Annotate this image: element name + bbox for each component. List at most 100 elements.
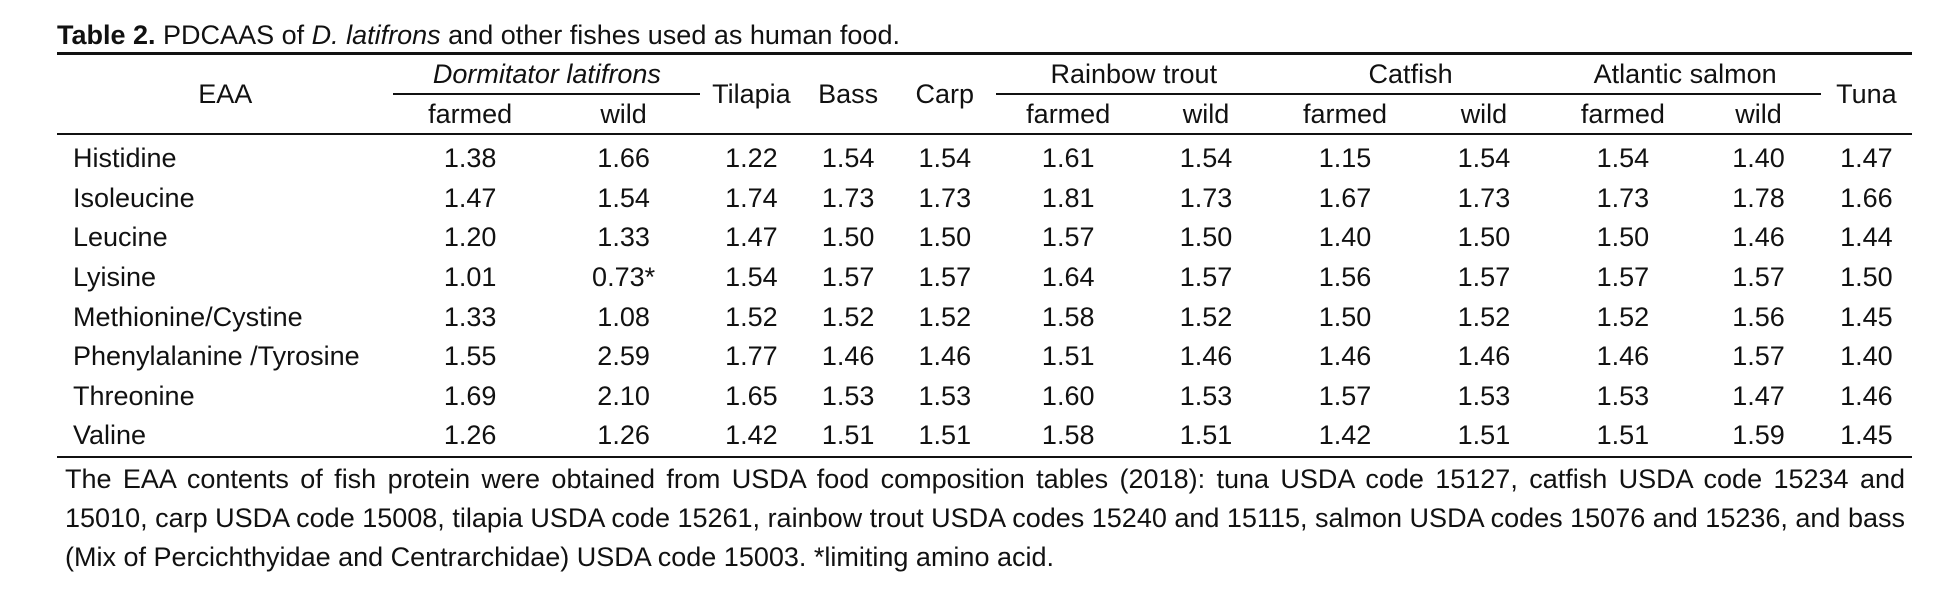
cell-d-farmed: 1.47 <box>443 182 497 213</box>
table-row: Leucine 1.20 1.33 1.47 1.50 1.50 1.57 1.50 1.40 1… <box>57 218 1912 258</box>
cell-rt-wild: 1.52 <box>1179 301 1233 332</box>
table-figure: Table 2. PDCAAS of D. latifrons and othe… <box>57 18 1912 577</box>
row-label: Isoleucine <box>73 182 195 213</box>
caption-text-before: PDCAAS of <box>155 20 312 50</box>
cell-d-wild: 0.73* <box>592 262 656 293</box>
cell-as-farmed: 1.73 <box>1596 182 1650 213</box>
cell-tilapia: 1.42 <box>725 420 778 451</box>
cell-as-wild: 1.57 <box>1732 341 1785 372</box>
table-caption: Table 2. PDCAAS of D. latifrons and othe… <box>57 18 1912 52</box>
cell-d-farmed: 1.55 <box>443 341 497 372</box>
row-label: Valine <box>73 420 147 451</box>
row-label: Histidine <box>57 133 394 179</box>
cell-rt-wild: 1.57 <box>1179 262 1233 293</box>
table-row: Isoleucine 1.47 1.54 1.74 1.73 1.73 1.81 1.73 1.… <box>57 179 1912 219</box>
table-row: Threonine 1.69 2.10 1.65 1.53 1.53 1.60 1.53 1.5… <box>57 377 1912 417</box>
cell-cf-farmed: 1.57 <box>1318 380 1372 411</box>
top-rule <box>57 52 1912 55</box>
cell-tilapia: 1.22 <box>700 133 803 179</box>
cell-cf-farmed: 1.42 <box>1318 420 1372 451</box>
table-row: Phenylalanine /Tyrosine 1.55 2.59 1.77 1.46 1… <box>57 337 1912 377</box>
header-atlantic-salmon: Atlantic salmon <box>1549 55 1821 95</box>
header-rainbow-trout: Rainbow trout <box>995 55 1272 95</box>
cell-rt-wild: 1.50 <box>1179 222 1233 253</box>
cell-as-farmed: 1.51 <box>1596 420 1650 451</box>
cell-cf-farmed: 1.40 <box>1318 222 1372 253</box>
cell-bass: 1.73 <box>821 182 875 213</box>
cell-cf-wild: 1.51 <box>1457 420 1511 451</box>
cell-rt-wild: 1.51 <box>1179 420 1233 451</box>
header-bass: Bass <box>818 78 879 109</box>
header-salmon-farmed: farmed <box>1580 98 1665 129</box>
cell-rt-farmed: 1.51 <box>1041 341 1095 372</box>
cell-d-farmed: 1.69 <box>443 380 497 411</box>
caption-text-after: and other fishes used as human food. <box>440 20 900 50</box>
cell-d-wild: 1.08 <box>597 301 650 332</box>
cell-cf-farmed: 1.46 <box>1318 341 1372 372</box>
cell-d-wild: 2.10 <box>597 380 650 411</box>
cell-as-wild: 1.47 <box>1732 380 1785 411</box>
cell-cf-wild: 1.52 <box>1457 301 1511 332</box>
header-salmon-wild: wild <box>1735 98 1782 129</box>
pdcaas-table: EAA Dormitator latifrons Tilapia Bass Ca… <box>57 55 1912 456</box>
cell-as-wild: 1.56 <box>1732 301 1785 332</box>
cell-d-wild: 2.59 <box>597 341 650 372</box>
cell-as-farmed: 1.53 <box>1596 380 1650 411</box>
caption-label: Table 2. <box>57 20 156 50</box>
header-rainbow-trout-wild: wild <box>1182 98 1230 129</box>
cell-carp: 1.51 <box>918 420 972 451</box>
cell-bass: 1.57 <box>821 262 875 293</box>
cell-rt-wild: 1.46 <box>1179 341 1233 372</box>
cell-bass: 1.50 <box>821 222 875 253</box>
table-row: Lyisine 1.01 0.73* 1.54 1.57 1.57 1.64 1.57 1.56… <box>57 258 1912 298</box>
cell-rt-farmed: 1.60 <box>1041 380 1095 411</box>
cell-tuna: 1.47 <box>1820 133 1912 179</box>
table-row: Methionine/Cystine 1.33 1.08 1.52 1.52 1.52 1.… <box>57 297 1912 337</box>
header-dormitator-text: Dormitator latifrons <box>432 58 661 89</box>
caption-species: D. latifrons <box>311 20 441 50</box>
table-body: Histidine 1.38 1.66 1.22 1.54 1.54 1.61 1.54 1.1… <box>57 133 1912 456</box>
cell-tuna: 1.45 <box>1840 301 1893 332</box>
cell-as-farmed: 1.57 <box>1596 262 1650 293</box>
cell-cf-wild: 1.50 <box>1457 222 1511 253</box>
cell-as-farmed: 1.52 <box>1596 301 1650 332</box>
cell-rt-farmed: 1.58 <box>1041 301 1095 332</box>
cell-rt-farmed: 1.81 <box>1041 182 1095 213</box>
header-tilapia: Tilapia <box>712 78 791 109</box>
cell-tilapia: 1.74 <box>725 182 778 213</box>
row-label: Threonine <box>73 380 195 411</box>
header-dormitator-wild: wild <box>600 98 647 129</box>
header-catfish-wild: wild <box>1460 98 1508 129</box>
cell-rt-wild: 1.73 <box>1179 182 1233 213</box>
cell-carp: 1.54 <box>893 133 996 179</box>
cell-carp: 1.53 <box>918 380 972 411</box>
cell-d-farmed: 1.38 <box>393 133 547 179</box>
header-rainbow-trout-farmed: farmed <box>1026 98 1111 129</box>
cell-cf-wild: 1.53 <box>1457 380 1511 411</box>
cell-bass: 1.46 <box>821 341 875 372</box>
cell-cf-farmed: 1.67 <box>1318 182 1372 213</box>
cell-tilapia: 1.54 <box>725 262 778 293</box>
cell-cf-farmed: 1.15 <box>1271 133 1419 179</box>
header-catfish: Catfish <box>1271 55 1550 95</box>
cell-d-farmed: 1.33 <box>443 301 497 332</box>
cell-d-wild: 1.26 <box>597 420 650 451</box>
cell-bass: 1.52 <box>821 301 875 332</box>
cell-bass: 1.53 <box>821 380 875 411</box>
cell-rt-farmed: 1.57 <box>1041 222 1095 253</box>
cell-rt-wild: 1.54 <box>1140 133 1272 179</box>
cell-as-wild: 1.78 <box>1732 182 1785 213</box>
cell-d-farmed: 1.01 <box>443 262 497 293</box>
cell-tilapia: 1.47 <box>725 222 778 253</box>
cell-rt-farmed: 1.61 <box>995 133 1141 179</box>
cell-tuna: 1.40 <box>1840 341 1893 372</box>
cell-as-farmed: 1.54 <box>1549 133 1697 179</box>
cell-tilapia: 1.77 <box>725 341 778 372</box>
cell-as-farmed: 1.50 <box>1596 222 1650 253</box>
cell-tuna: 1.46 <box>1840 380 1893 411</box>
cell-as-farmed: 1.46 <box>1596 341 1650 372</box>
cell-as-wild: 1.59 <box>1732 420 1785 451</box>
bottom-rule <box>57 455 1912 458</box>
cell-d-farmed: 1.26 <box>443 420 497 451</box>
header-carp: Carp <box>915 78 975 109</box>
